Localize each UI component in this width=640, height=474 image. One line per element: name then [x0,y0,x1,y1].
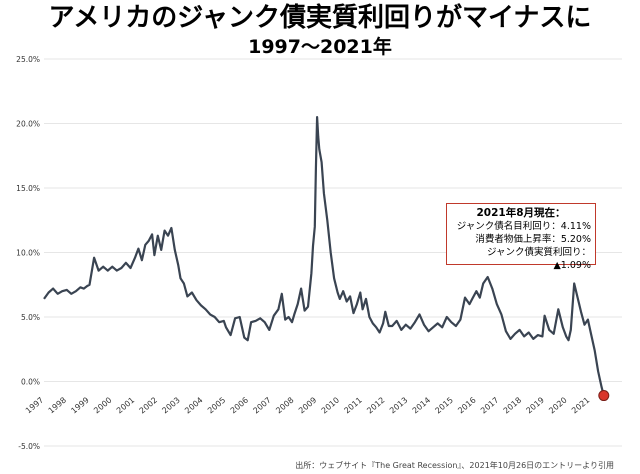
x-tick-label: 2013 [388,395,409,415]
y-tick-label: 5.0% [21,313,40,322]
x-tick-label: 2006 [229,395,250,415]
x-tick-label: 2015 [434,395,455,415]
x-tick-label: 2000 [92,395,113,415]
x-tick-label: 2012 [365,395,386,415]
y-tick-label: 0.0% [21,378,40,387]
x-tick-label: 2009 [297,395,318,415]
y-tick-label: 20.0% [16,120,40,129]
y-tick-label: -5.0% [18,442,40,451]
annotation-box: 2021年8月現在： ジャンク債名目利回り：4.11% 消費者物価上昇率：5.2… [446,203,596,271]
x-tick-label: 2014 [411,395,432,415]
y-tick-label: 25.0% [16,55,40,64]
annotation-heading: 2021年8月現在： [476,207,566,219]
x-tick-label: 2008 [274,395,295,415]
x-tick-label: 2010 [320,395,341,415]
latest-point-marker [598,390,610,402]
x-tick-label: 2017 [479,395,500,415]
x-tick-label: 2018 [502,395,523,415]
x-tick-label: 2001 [115,395,136,415]
y-tick-label: 15.0% [16,184,40,193]
x-tick-label: 2011 [342,395,363,415]
x-tick-label: 2007 [251,395,272,415]
x-tick-label: 2019 [525,395,546,415]
source-note: 出所：ウェブサイト『The Great Recession』、2021年10月2… [295,461,614,470]
x-tick-label: 2005 [206,395,227,415]
x-tick-label: 1998 [47,395,68,415]
annotation-cpi: 消費者物価上昇率：5.20% [475,234,591,245]
x-tick-label: 2021 [570,395,591,415]
y-tick-label: 10.0% [16,249,40,258]
x-tick-label: 2016 [456,395,477,415]
x-tick-label: 2003 [160,395,181,415]
x-tick-label: 1999 [69,395,90,415]
x-tick-label: 1997 [24,395,45,415]
chart-subtitle: 1997～2021年 [248,36,392,58]
x-tick-label: 2002 [138,395,159,415]
chart-title: アメリカのジャンク債実質利回りがマイナスに [48,3,592,33]
annotation-nominal-yield: ジャンク債名目利回り：4.11% [456,221,591,232]
annotation-real-yield: ジャンク債実質利回り：▲1.09% [486,247,591,271]
series-line [43,116,605,396]
x-tick-label: 2004 [183,395,204,415]
x-tick-label: 2020 [547,395,568,415]
